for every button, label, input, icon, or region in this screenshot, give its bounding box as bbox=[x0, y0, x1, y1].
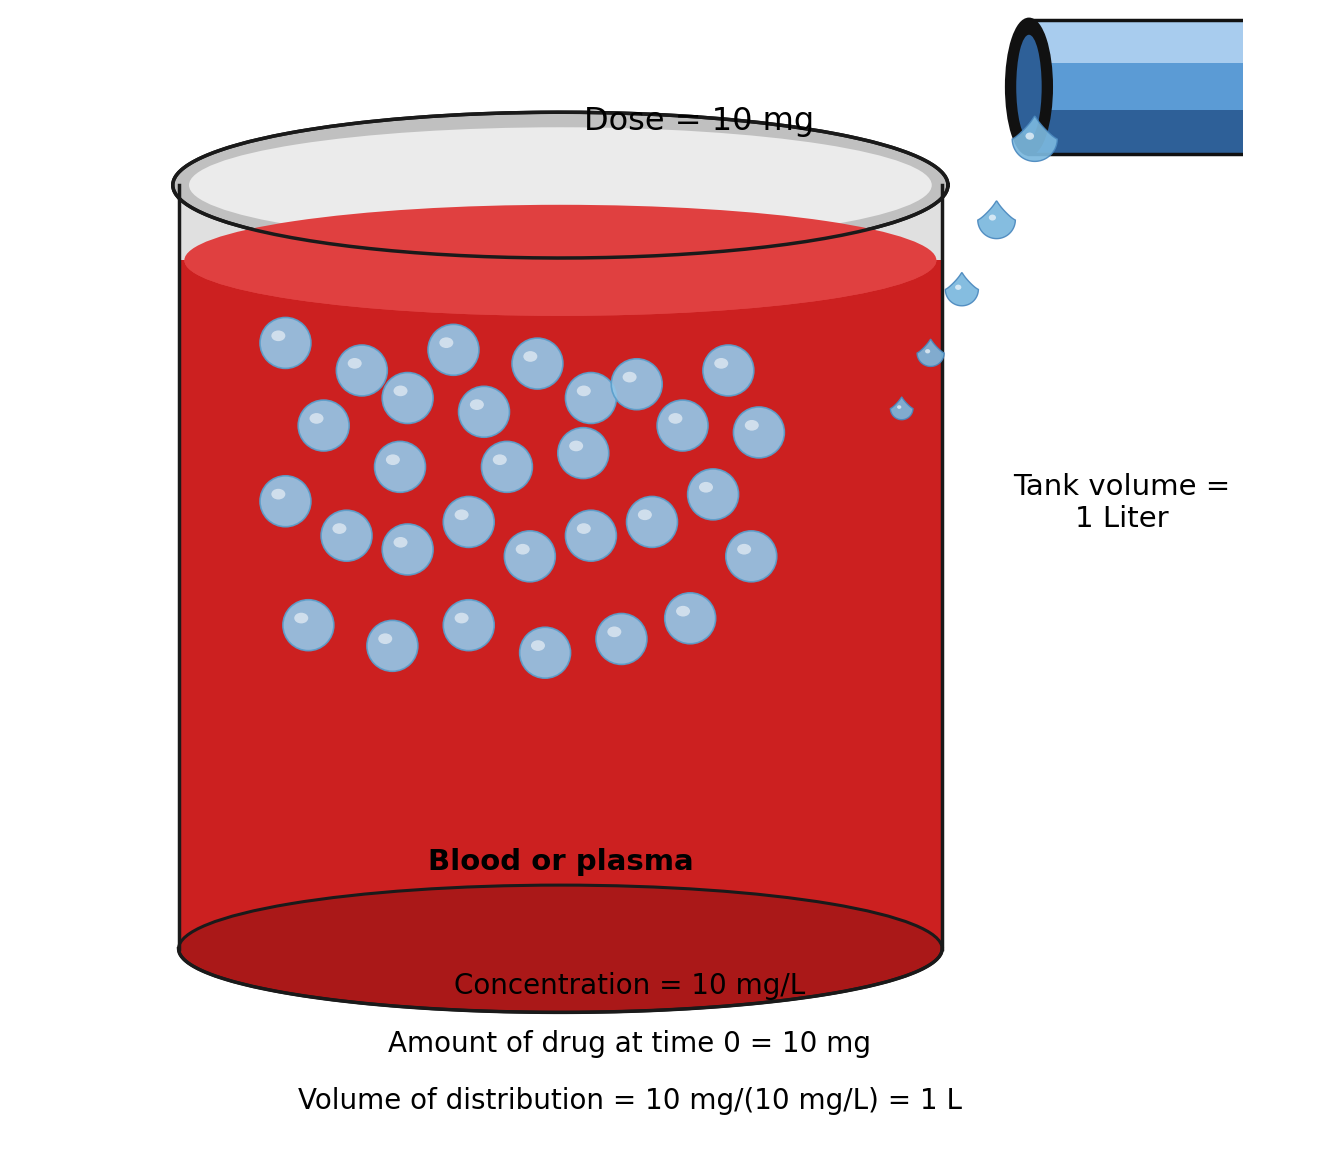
Ellipse shape bbox=[310, 413, 323, 423]
Text: Volume of distribution = 10 mg/(10 mg/L) = 1 L: Volume of distribution = 10 mg/(10 mg/L)… bbox=[298, 1088, 962, 1115]
Polygon shape bbox=[978, 201, 1015, 238]
Polygon shape bbox=[890, 397, 913, 420]
Ellipse shape bbox=[379, 633, 392, 644]
Ellipse shape bbox=[444, 599, 494, 650]
Ellipse shape bbox=[703, 345, 754, 396]
Ellipse shape bbox=[577, 385, 591, 396]
Text: Concentration = 10 mg/L: Concentration = 10 mg/L bbox=[455, 972, 805, 1000]
Ellipse shape bbox=[283, 599, 334, 650]
Ellipse shape bbox=[385, 455, 400, 465]
Ellipse shape bbox=[524, 351, 537, 362]
Ellipse shape bbox=[348, 358, 361, 369]
Ellipse shape bbox=[687, 469, 739, 519]
Ellipse shape bbox=[470, 399, 484, 410]
Ellipse shape bbox=[1017, 35, 1042, 139]
Ellipse shape bbox=[626, 496, 678, 547]
Ellipse shape bbox=[668, 413, 682, 423]
Polygon shape bbox=[917, 339, 944, 367]
Ellipse shape bbox=[185, 205, 937, 316]
Ellipse shape bbox=[595, 613, 647, 664]
Ellipse shape bbox=[393, 385, 408, 396]
Ellipse shape bbox=[455, 509, 469, 521]
Ellipse shape bbox=[558, 428, 609, 479]
Ellipse shape bbox=[989, 214, 995, 221]
Ellipse shape bbox=[375, 441, 425, 493]
Ellipse shape bbox=[516, 544, 530, 554]
Ellipse shape bbox=[638, 509, 653, 521]
Ellipse shape bbox=[481, 441, 533, 493]
Ellipse shape bbox=[260, 317, 311, 368]
Ellipse shape bbox=[714, 358, 728, 369]
Ellipse shape bbox=[520, 627, 570, 678]
Ellipse shape bbox=[512, 338, 563, 389]
Text: Blood or plasma: Blood or plasma bbox=[428, 848, 694, 876]
Ellipse shape bbox=[336, 345, 387, 396]
Polygon shape bbox=[1029, 20, 1267, 154]
Ellipse shape bbox=[271, 488, 286, 500]
Ellipse shape bbox=[393, 537, 408, 547]
Ellipse shape bbox=[664, 592, 715, 643]
Ellipse shape bbox=[505, 531, 556, 582]
Ellipse shape bbox=[622, 371, 637, 383]
Ellipse shape bbox=[189, 127, 932, 243]
Ellipse shape bbox=[1007, 20, 1051, 154]
Ellipse shape bbox=[611, 359, 662, 410]
Ellipse shape bbox=[657, 400, 708, 451]
Ellipse shape bbox=[925, 349, 930, 353]
Ellipse shape bbox=[173, 112, 948, 258]
Ellipse shape bbox=[455, 613, 469, 624]
Ellipse shape bbox=[294, 613, 308, 624]
Ellipse shape bbox=[734, 407, 784, 458]
Ellipse shape bbox=[444, 496, 494, 547]
Ellipse shape bbox=[744, 420, 759, 430]
Ellipse shape bbox=[1026, 133, 1034, 140]
Ellipse shape bbox=[322, 510, 372, 561]
Ellipse shape bbox=[298, 400, 350, 451]
Ellipse shape bbox=[383, 524, 433, 575]
Ellipse shape bbox=[440, 338, 453, 348]
Ellipse shape bbox=[577, 523, 591, 533]
Ellipse shape bbox=[260, 476, 311, 526]
Text: Amount of drug at time 0 = 10 mg: Amount of drug at time 0 = 10 mg bbox=[388, 1030, 872, 1057]
Ellipse shape bbox=[699, 482, 712, 493]
Text: Dose = 10 mg: Dose = 10 mg bbox=[585, 106, 815, 137]
Ellipse shape bbox=[565, 373, 617, 423]
Ellipse shape bbox=[493, 455, 506, 465]
Ellipse shape bbox=[428, 324, 478, 375]
Polygon shape bbox=[945, 273, 978, 305]
Ellipse shape bbox=[565, 510, 617, 561]
Ellipse shape bbox=[185, 205, 937, 316]
Ellipse shape bbox=[178, 885, 942, 1012]
Ellipse shape bbox=[271, 331, 286, 341]
Ellipse shape bbox=[726, 531, 776, 582]
Polygon shape bbox=[1029, 110, 1267, 154]
Polygon shape bbox=[1029, 20, 1267, 64]
Text: Tank volume =
1 Liter: Tank volume = 1 Liter bbox=[1013, 473, 1231, 533]
Ellipse shape bbox=[383, 373, 433, 423]
Ellipse shape bbox=[332, 523, 347, 533]
Polygon shape bbox=[178, 185, 942, 260]
Ellipse shape bbox=[897, 405, 901, 408]
Ellipse shape bbox=[738, 544, 751, 554]
Ellipse shape bbox=[676, 606, 690, 617]
Ellipse shape bbox=[569, 441, 583, 451]
Ellipse shape bbox=[532, 640, 545, 651]
Polygon shape bbox=[1013, 117, 1058, 161]
Ellipse shape bbox=[607, 626, 622, 638]
Ellipse shape bbox=[367, 620, 417, 671]
Ellipse shape bbox=[956, 285, 961, 290]
Ellipse shape bbox=[459, 386, 509, 437]
Polygon shape bbox=[178, 260, 942, 949]
